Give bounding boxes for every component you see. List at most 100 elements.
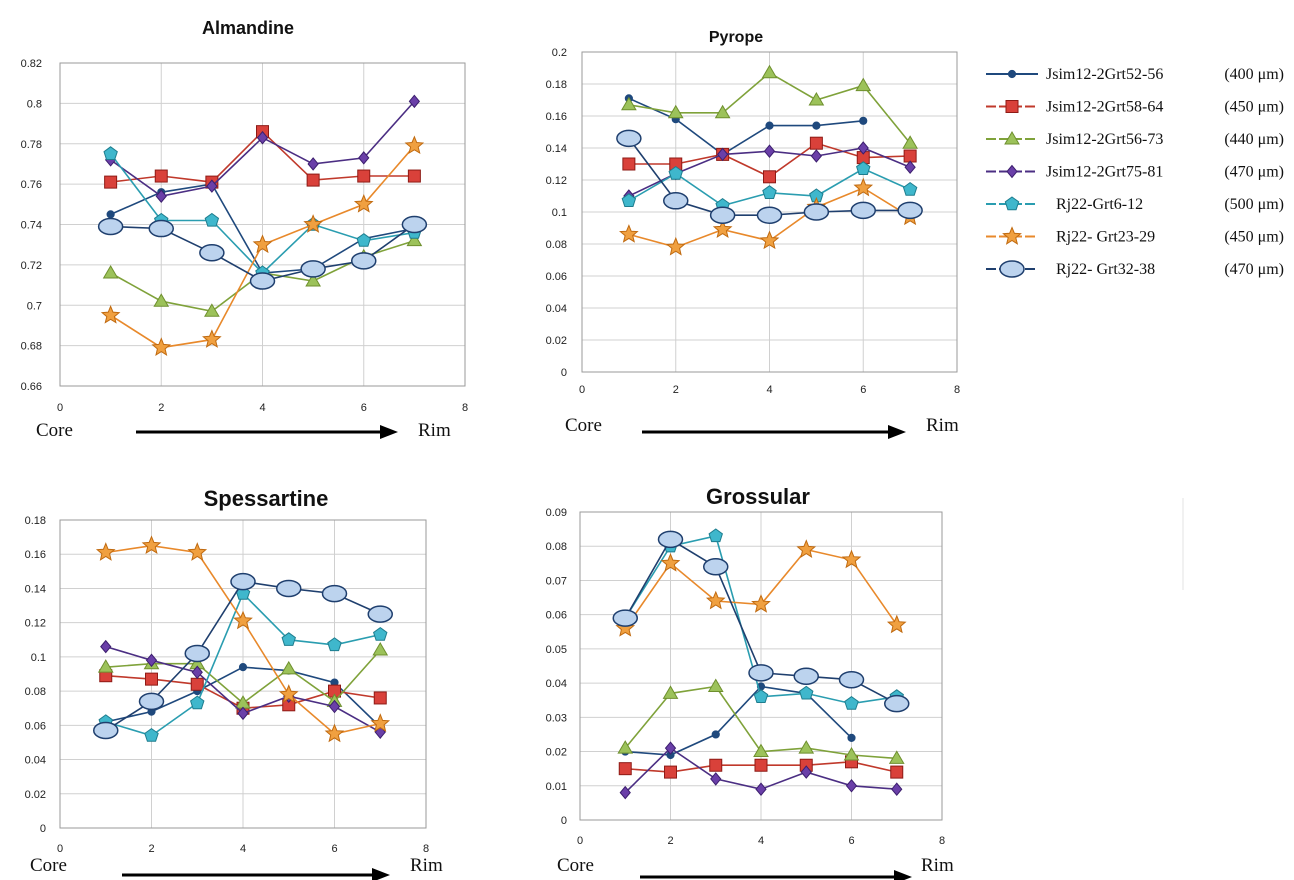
data-point	[404, 135, 425, 155]
data-point	[884, 694, 910, 713]
x-tick-label: 6	[848, 835, 854, 847]
legend-marker	[1006, 164, 1018, 179]
x-tick-label: 0	[57, 402, 63, 414]
data-point	[372, 642, 389, 656]
series-6	[97, 215, 428, 290]
y-tick-label: 0.66	[21, 381, 42, 393]
data-point	[710, 772, 722, 786]
y-tick-label: 0.02	[546, 747, 567, 759]
data-point	[703, 558, 729, 576]
data-point	[793, 667, 819, 686]
y-tick-label: 0.02	[546, 335, 567, 347]
data-point	[857, 141, 869, 155]
data-point	[902, 135, 918, 149]
data-point	[798, 740, 815, 754]
data-point	[138, 692, 165, 711]
data-point	[184, 644, 210, 663]
data-point	[100, 304, 121, 324]
data-point	[144, 727, 159, 742]
data-point	[327, 637, 342, 652]
data-point	[662, 685, 679, 699]
data-point	[902, 181, 918, 196]
data-point	[351, 252, 377, 270]
data-point	[904, 160, 916, 174]
data-point	[202, 329, 222, 348]
data-point	[753, 689, 769, 703]
data-point	[328, 699, 341, 714]
plot-frame	[581, 51, 958, 373]
chart-title: Grossular	[706, 484, 810, 509]
data-point	[93, 721, 119, 740]
rim-label: Rim	[410, 855, 443, 876]
y-tick-label: 0.2	[552, 47, 567, 59]
data-point	[762, 185, 777, 199]
data-point	[233, 610, 253, 630]
legend-size: (450 μm)	[1224, 229, 1284, 246]
legend-entry: Jsim12-2Grt56-73 (440 μm)	[986, 131, 1284, 148]
x-tick-label: 8	[462, 402, 468, 414]
y-tick-label: 0.16	[25, 549, 46, 561]
data-point	[278, 684, 299, 703]
legend-label: Jsim12-2Grt58-64	[1046, 99, 1163, 116]
data-point	[97, 659, 114, 673]
data-point	[356, 233, 371, 247]
data-point	[845, 778, 858, 793]
y-tick-label: 0.72	[21, 260, 42, 272]
series-0	[621, 682, 856, 760]
data-point	[665, 236, 686, 256]
data-point	[617, 740, 634, 754]
legend-size: (470 μm)	[1224, 164, 1284, 181]
plot-frame	[579, 511, 943, 821]
data-point	[100, 639, 112, 654]
data-point	[106, 210, 115, 219]
data-point	[252, 234, 273, 254]
data-point	[844, 695, 859, 710]
data-point	[306, 173, 320, 187]
data-point	[812, 121, 821, 130]
data-point	[616, 129, 642, 148]
data-point	[154, 169, 168, 183]
series-2	[617, 678, 905, 764]
data-point	[856, 161, 871, 175]
data-point	[748, 664, 774, 682]
legend-entry: Rj22-Grt6-12 (500 μm)	[986, 196, 1284, 213]
data-point	[754, 758, 768, 772]
y-tick-label: 0.08	[546, 239, 567, 251]
data-point	[668, 165, 683, 180]
data-point	[716, 147, 729, 162]
data-point	[401, 215, 428, 234]
data-point	[751, 594, 771, 613]
rim-label: Rim	[926, 415, 959, 436]
data-point	[660, 552, 681, 572]
data-point	[102, 264, 119, 279]
chart-title: Spessartine	[204, 486, 329, 511]
data-point	[897, 201, 923, 220]
data-point	[622, 157, 636, 171]
chart-3: Grossular 0 0.01 0.02 0.03 0.04 0.05 0.06 0.07 0.…	[546, 484, 954, 880]
data-point	[755, 782, 767, 796]
data-point	[619, 224, 639, 243]
data-point	[796, 539, 817, 558]
core-rim-arrowhead	[888, 425, 906, 439]
legend-size: (400 μm)	[1224, 66, 1284, 83]
data-point	[204, 212, 220, 227]
series-6	[616, 129, 923, 224]
legend-label: Jsim12-2Grt56-73	[1046, 131, 1163, 148]
data-point	[765, 121, 774, 130]
y-tick-label: 0.12	[25, 618, 46, 630]
legend-size: (500 μm)	[1224, 196, 1284, 213]
data-point	[321, 584, 348, 603]
core-label: Core	[557, 855, 594, 876]
data-point	[619, 785, 631, 800]
data-point	[756, 206, 783, 224]
data-point	[281, 632, 296, 646]
data-point	[890, 765, 904, 779]
data-point	[230, 572, 256, 591]
y-tick-label: 0.7	[27, 300, 42, 312]
legend-label: Rj22-Grt6-12	[1056, 196, 1143, 213]
data-point	[850, 201, 876, 220]
data-point	[353, 193, 374, 213]
data-point	[664, 741, 677, 755]
data-point	[238, 663, 248, 672]
data-point	[763, 144, 776, 158]
